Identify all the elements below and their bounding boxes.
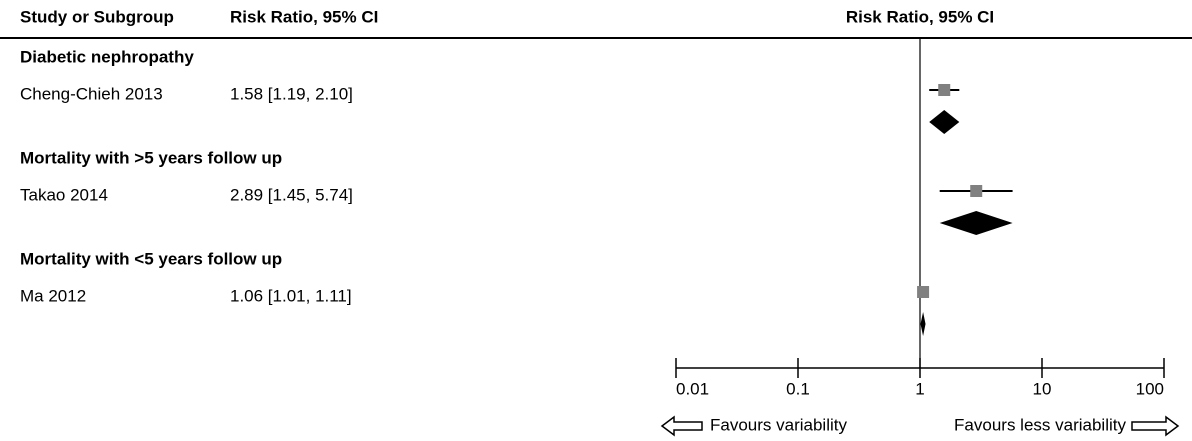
summary-diamond bbox=[939, 211, 1013, 235]
x-tick-label: 100 bbox=[1136, 379, 1164, 398]
x-tick-label: 10 bbox=[1033, 379, 1052, 398]
x-tick-label: 0.1 bbox=[786, 379, 810, 398]
study-name: Takao 2014 bbox=[20, 185, 108, 204]
plot-header: Risk Ratio, 95% CI bbox=[846, 7, 994, 26]
subgroup-name: Diabetic nephropathy bbox=[20, 47, 194, 66]
subgroup-name: Mortality with >5 years follow up bbox=[20, 148, 282, 167]
arrow-left bbox=[660, 415, 703, 437]
study-name: Cheng-Chieh 2013 bbox=[20, 84, 163, 103]
x-tick-label: 1 bbox=[915, 379, 924, 398]
effect-label: 2.89 [1.45, 5.74] bbox=[230, 185, 353, 204]
study-square bbox=[938, 84, 951, 96]
summary-diamond bbox=[920, 312, 926, 336]
study-square bbox=[970, 185, 983, 197]
subgroup-name: Mortality with <5 years follow up bbox=[20, 249, 282, 268]
summary-diamond bbox=[929, 110, 960, 134]
study-square bbox=[917, 286, 930, 298]
x-tick-label: 0.01 bbox=[676, 379, 709, 398]
arrow-right bbox=[1131, 415, 1180, 437]
favours-right: Favours less variability bbox=[954, 415, 1126, 434]
study-name: Ma 2012 bbox=[20, 286, 86, 305]
column-header: Risk Ratio, 95% CI bbox=[230, 7, 378, 26]
favours-left: Favours variability bbox=[710, 415, 847, 434]
effect-label: 1.06 [1.01, 1.11] bbox=[230, 286, 352, 305]
effect-label: 1.58 [1.19, 2.10] bbox=[230, 84, 353, 103]
column-header: Study or Subgroup bbox=[20, 7, 174, 26]
